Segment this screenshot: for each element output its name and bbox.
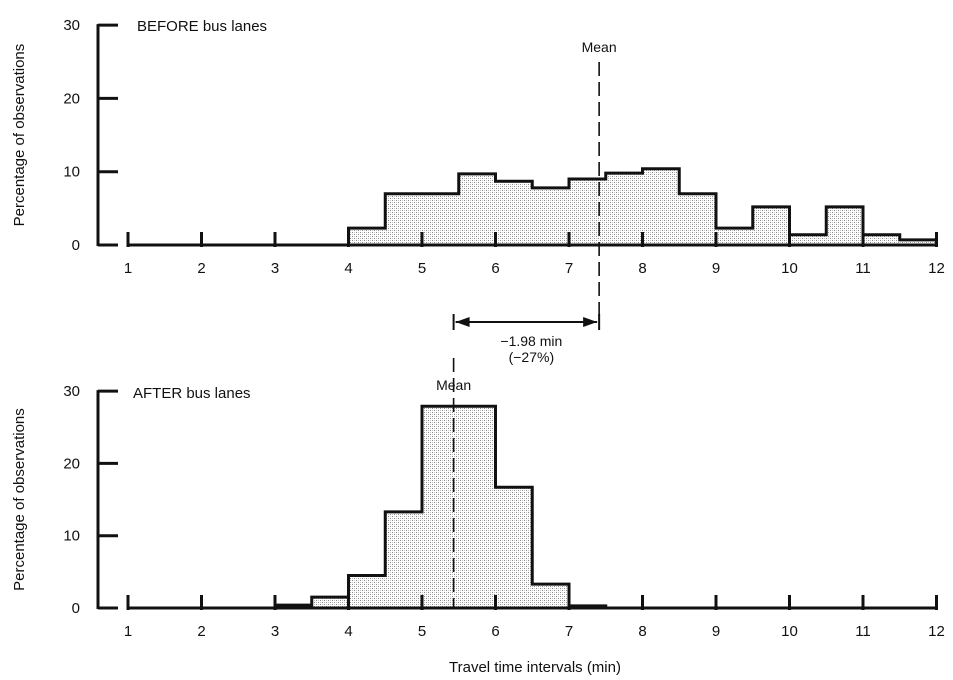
panel-title: BEFORE bus lanes [137,18,267,35]
mean-label: Mean [582,39,617,55]
x-tick-label: 7 [565,260,573,277]
y-axis-title: Percentage of observations [11,408,28,591]
x-tick-label: 9 [712,623,720,640]
x-tick-label: 7 [565,623,573,640]
x-tick-label: 3 [271,260,279,277]
x-tick-label: 6 [491,260,499,277]
y-tick-label: 10 [63,164,80,181]
histogram-area [275,406,606,608]
x-tick-label: 2 [197,623,205,640]
x-tick-label: 1 [124,260,132,277]
difference-arrow-head-right [583,317,598,327]
difference-percent-label: (−27%) [509,349,555,365]
x-tick-label: 8 [638,623,646,640]
y-tick-label: 0 [72,237,80,254]
x-tick-label: 1 [124,623,132,640]
x-tick-label: 12 [928,623,945,640]
y-tick-label: 30 [63,17,80,34]
x-axis-title: Travel time intervals (min) [449,659,621,676]
y-tick-label: 20 [63,90,80,107]
difference-arrow-head-left [455,317,470,327]
x-tick-label: 4 [344,260,352,277]
y-tick-label: 30 [63,383,80,400]
x-tick-label: 11 [855,623,871,640]
histogram-outline [347,167,938,245]
x-tick-label: 2 [197,260,205,277]
x-tick-label: 8 [638,260,646,277]
y-tick-label: 10 [63,528,80,545]
x-tick-label: 6 [491,623,499,640]
y-axis-title: Percentage of observations [11,44,28,227]
x-tick-label: 9 [712,260,720,277]
x-tick-label: 4 [344,623,352,640]
mean-difference-annotation: −1.98 min(−27%) [452,314,601,365]
x-tick-label: 10 [781,260,798,277]
histogram-outline [273,404,608,608]
x-tick-label: 11 [855,260,871,277]
x-tick-label: 12 [928,260,945,277]
x-tick-label: 5 [418,260,426,277]
difference-value-label: −1.98 min [500,333,562,349]
y-tick-label: 20 [63,455,80,472]
panel-title: AFTER bus lanes [133,385,251,402]
mean-label: Mean [436,377,471,393]
x-tick-label: 5 [418,623,426,640]
x-tick-label: 3 [271,623,279,640]
y-tick-label: 0 [72,600,80,617]
x-tick-label: 10 [781,623,798,640]
